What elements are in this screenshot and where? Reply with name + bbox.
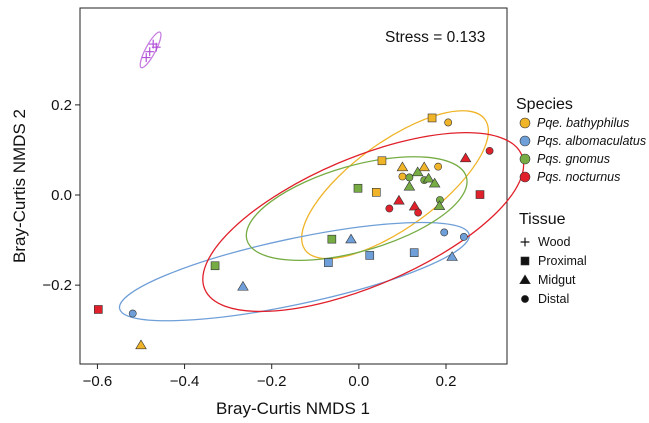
legend-label-pqe-bathyphilus: Pqe. bathyphilus — [537, 116, 629, 130]
x-tick-label: 0.2 — [436, 373, 457, 390]
legend: Species Pqe. bathyphilus Pqs. albomaculat… — [516, 96, 646, 306]
point-pqs-albomaculatus-proximal — [366, 251, 374, 259]
point-pqs-albomaculatus-distal — [129, 310, 136, 317]
point-pqs-gnomus-distal — [406, 174, 413, 181]
point-pqs-gnomus-proximal — [328, 235, 336, 243]
point-pqs-albomaculatus-distal — [441, 229, 448, 236]
point-pqs-gnomus-proximal — [211, 262, 219, 270]
point-pqs-nocturnus-distal — [386, 205, 393, 212]
point-pqe-bathyphilus-proximal — [428, 114, 436, 122]
legend-marker-distal — [521, 295, 528, 302]
legend-label-distal: Distal — [538, 292, 569, 306]
legend-label-proximal: Proximal — [538, 254, 587, 268]
point-pqs-albomaculatus-proximal — [410, 249, 418, 257]
point-pqs-nocturnus-proximal — [94, 305, 102, 313]
plot-frame — [80, 8, 507, 364]
point-pqe-bathyphilus-proximal — [378, 157, 386, 165]
point-pqe-bathyphilus-distal — [399, 173, 406, 180]
legend-label-pqs-nocturnus: Pqs. nocturnus — [537, 170, 620, 184]
tissue-legend-title: Tissue — [519, 211, 566, 228]
point-pqs-nocturnus-distal — [486, 147, 493, 154]
legend-swatch-pqs-gnomus — [520, 154, 530, 164]
tissue-legend: Wood Proximal Midgut Distal — [520, 235, 587, 306]
legend-swatch-pqe-bathyphilus — [520, 118, 530, 128]
x-tick-label: 0.0 — [348, 373, 369, 390]
legend-swatch-pqs-nocturnus — [520, 172, 530, 182]
legend-swatch-pqs-albomaculatus — [520, 136, 530, 146]
point-pqe-bathyphilus-proximal — [372, 188, 380, 196]
stress-annotation: Stress = 0.133 — [385, 29, 485, 46]
point-pqs-albomaculatus-proximal — [324, 259, 332, 267]
y-axis-title: Bray-Curtis NMDS 2 — [10, 109, 29, 263]
legend-label-midgut: Midgut — [538, 273, 576, 287]
point-pqs-albomaculatus-distal — [460, 233, 467, 240]
point-pqs-gnomus-proximal — [354, 184, 362, 192]
legend-marker-midgut — [520, 275, 531, 284]
x-tick-label: −0.4 — [170, 373, 200, 390]
y-tick-label: 0.0 — [51, 187, 72, 204]
point-pqs-nocturnus-distal — [415, 209, 422, 216]
point-pqe-bathyphilus-distal — [445, 119, 452, 126]
x-axis-title: Bray-Curtis NMDS 1 — [216, 399, 370, 418]
point-pqe-bathyphilus-distal — [435, 163, 442, 170]
x-tick-label: −0.6 — [83, 373, 113, 390]
legend-marker-proximal — [521, 257, 529, 265]
x-tick-label: −0.2 — [257, 373, 287, 390]
legend-label-wood: Wood — [538, 235, 570, 249]
point-pqs-nocturnus-proximal — [476, 191, 484, 199]
legend-label-pqs-albomaculatus: Pqs. albomaculatus — [537, 134, 646, 148]
y-tick-label: 0.2 — [51, 97, 72, 114]
species-legend-title: Species — [516, 96, 573, 113]
species-legend: Pqe. bathyphilus Pqs. albomaculatus Pqs. g… — [520, 116, 646, 184]
legend-marker-wood — [521, 238, 530, 247]
y-tick-label: −0.2 — [42, 277, 72, 294]
legend-label-pqs-gnomus: Pqs. gnomus — [537, 152, 610, 166]
